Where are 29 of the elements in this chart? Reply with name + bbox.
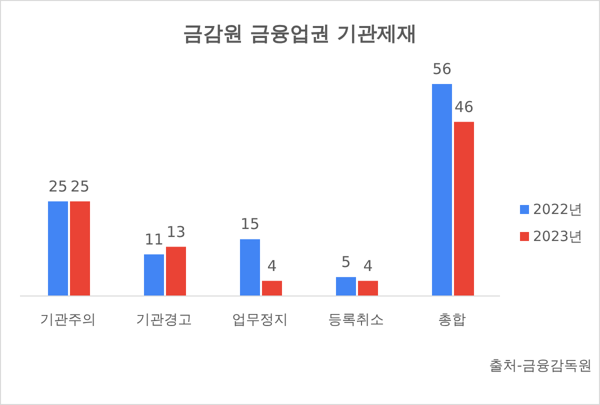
bar: [166, 246, 186, 296]
source-note: 출처-금융감독원: [488, 358, 592, 374]
data-label: 13: [166, 222, 186, 241]
x-tick-label: 총합: [438, 312, 466, 328]
bar: [336, 277, 356, 296]
data-label: 56: [432, 60, 452, 78]
bar: [70, 201, 90, 296]
data-label: 46: [454, 98, 474, 116]
data-label: 4: [267, 256, 277, 275]
data-label: 25: [48, 177, 68, 196]
bar: [240, 239, 260, 296]
bar: [262, 280, 282, 296]
legend-label: 2022년: [533, 202, 583, 218]
x-tick-label: 기관경고: [136, 312, 192, 328]
bar: [48, 201, 68, 296]
x-tick-label: 업무정지: [232, 312, 288, 328]
data-label: 5: [341, 253, 351, 272]
bar: [144, 254, 164, 296]
data-label: 15: [240, 215, 260, 234]
data-label: 25: [70, 177, 90, 196]
chart-title: 금감원 금융업권 기관제재: [183, 21, 417, 45]
data-label: 4: [363, 256, 373, 275]
bar: [432, 84, 452, 296]
data-label: 11: [144, 230, 164, 248]
x-tick-label: 등록취소: [328, 312, 384, 328]
bar: [358, 280, 378, 296]
legend-label: 2023년: [533, 229, 583, 245]
x-tick-label: 기관주의: [40, 312, 96, 328]
bar: [454, 122, 474, 296]
